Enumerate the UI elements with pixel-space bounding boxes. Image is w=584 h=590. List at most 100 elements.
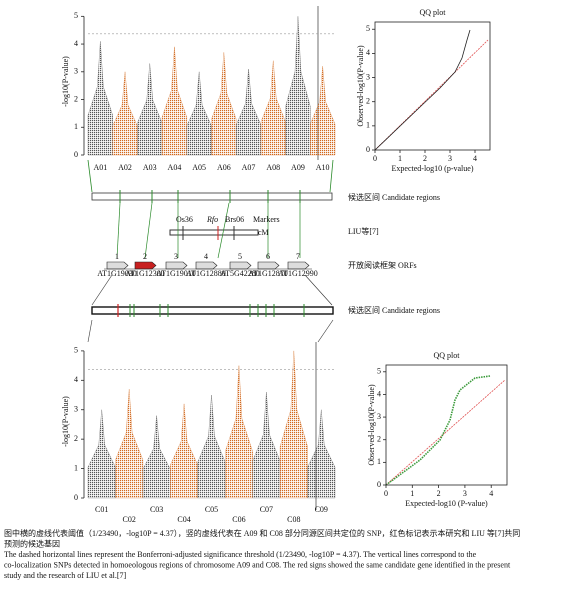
- y-axis-label: Observed-log10(P-value): [367, 384, 376, 466]
- x-tick-label: 0: [384, 489, 388, 498]
- x-tick-label: 4: [489, 489, 493, 498]
- marker-bar: [169, 229, 259, 236]
- chromosome-label: C08: [287, 515, 300, 524]
- qq-title: QQ plot: [420, 8, 447, 17]
- y-tick-label: 4: [74, 39, 78, 48]
- orf-number: 6: [266, 252, 270, 261]
- chromosome-label: A04: [168, 163, 182, 172]
- chromosome-label: A02: [118, 163, 132, 172]
- zoom-line: [329, 159, 334, 193]
- snp-cloud: [260, 60, 286, 156]
- orf-number: 1: [115, 252, 119, 261]
- snp-cloud: [170, 403, 198, 499]
- orf: [229, 261, 252, 270]
- chromosome-label: C09: [315, 505, 328, 514]
- x-tick-label: 4: [473, 154, 477, 163]
- x-tick-label: 0: [373, 154, 377, 163]
- orf: [106, 261, 129, 270]
- snp-cloud: [142, 415, 171, 499]
- qq-curve: [385, 375, 491, 486]
- diagram-label: LIU等[7]: [348, 226, 379, 236]
- orf-number: 7: [296, 252, 300, 261]
- y-tick-label: 5: [377, 367, 381, 376]
- y-tick-label: 0: [366, 145, 370, 154]
- y-axis-label: -log10(P-value): [61, 396, 70, 447]
- x-axis-label: Expected-log10 (P-value): [405, 499, 488, 508]
- marker-label: Os36: [176, 215, 193, 224]
- x-tick-label: 3: [463, 489, 467, 498]
- orf-id: AT1G12300: [125, 269, 165, 278]
- snp-cloud: [115, 389, 144, 499]
- y-tick-label: 2: [74, 94, 78, 103]
- snp-cloud: [307, 409, 336, 499]
- region-ticks: [119, 190, 301, 203]
- marker-label: Rfo: [206, 215, 218, 224]
- x-tick-label: 2: [423, 154, 427, 163]
- chromosome-label: C04: [177, 515, 190, 524]
- orf-id: AT5G42280: [220, 269, 260, 278]
- snp-cloud: [87, 409, 116, 499]
- chromosome-label: C05: [205, 505, 218, 514]
- marker-label: Markers: [253, 215, 280, 224]
- orf-id: AT1G19030: [97, 269, 137, 278]
- snp-cloud: [211, 52, 237, 156]
- orf-id: AT1G12870: [248, 269, 288, 278]
- orf-number: 5: [238, 252, 242, 261]
- qq-diagonal: [385, 379, 506, 486]
- y-tick-label: 4: [74, 375, 78, 384]
- snp-cloud: [279, 350, 308, 499]
- caption-line: co-localization SNPs detected in homoeol…: [4, 560, 511, 569]
- snp-cloud: [310, 66, 336, 156]
- chromosome-label: C03: [150, 505, 163, 514]
- y-tick-label: 0: [74, 493, 78, 502]
- chromosome-label: A09: [291, 163, 305, 172]
- chromosome-label: C06: [232, 515, 245, 524]
- zoom-line: [144, 202, 153, 259]
- y-axis-label: Observed-log10(P-value): [356, 45, 365, 127]
- region-bar: [91, 192, 333, 201]
- cm-label: cM: [258, 228, 269, 237]
- caption-line: The dashed horizontal lines represent th…: [4, 550, 477, 559]
- chromosome-label: C02: [122, 515, 135, 524]
- x-tick-label: 3: [448, 154, 452, 163]
- qq-diagonal: [374, 39, 489, 151]
- chromosome-label: A06: [217, 163, 231, 172]
- orf-number: 4: [204, 252, 208, 261]
- qq-title: QQ plot: [434, 351, 461, 360]
- caption-line: 预测的候选基因: [4, 538, 60, 548]
- diagram-label: 候选区间 Candidate regions: [348, 305, 440, 315]
- chromosome-label: A01: [93, 163, 107, 172]
- y-tick-label: 2: [74, 434, 78, 443]
- snp-cloud: [161, 46, 187, 156]
- qq-frame: [374, 21, 491, 151]
- orf-id: AT1G19010: [156, 269, 196, 278]
- x-tick-label: 2: [437, 489, 441, 498]
- zoom-line: [87, 159, 93, 193]
- orf: [165, 261, 188, 270]
- chromosome-label: A05: [192, 163, 206, 172]
- y-tick-label: 4: [366, 48, 370, 57]
- zoom-line: [87, 319, 93, 343]
- zoom-line: [317, 319, 334, 343]
- y-tick-label: 5: [74, 11, 78, 20]
- snp-cloud: [225, 365, 253, 499]
- orf: [257, 261, 280, 270]
- y-tick-label: 1: [74, 463, 78, 472]
- y-tick-label: 2: [366, 97, 370, 106]
- chromosome-label: C07: [260, 505, 273, 514]
- snp-cloud: [186, 71, 212, 156]
- chromosome-label: A07: [242, 163, 256, 172]
- snp-cloud: [252, 392, 281, 499]
- y-tick-label: 5: [74, 346, 78, 355]
- orf: [195, 261, 218, 270]
- y-tick-label: 5: [366, 24, 370, 33]
- y-tick-label: 0: [377, 480, 381, 489]
- y-tick-label: 3: [377, 412, 381, 421]
- qq-curve: [374, 29, 471, 151]
- x-tick-label: 1: [410, 489, 414, 498]
- y-tick-label: 1: [366, 121, 370, 130]
- marker-label: Brs06: [225, 215, 244, 224]
- snp-cloud: [112, 71, 138, 156]
- zoom-line: [304, 274, 333, 306]
- caption-line: 图中横的虚线代表阈值（1/23490，-log10P = 4.37），竖的虚线代…: [4, 528, 520, 538]
